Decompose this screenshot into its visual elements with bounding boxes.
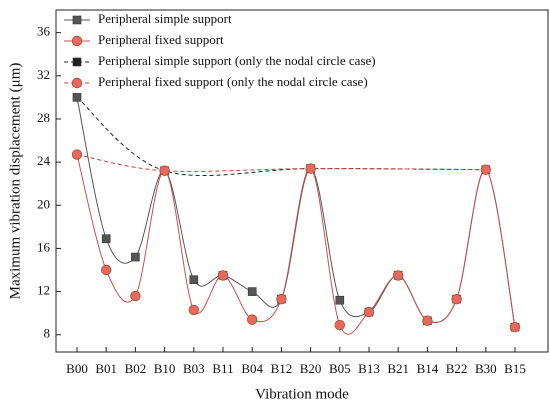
legend-label: Peripheral simple support (only the noda…	[98, 53, 376, 68]
marker	[72, 15, 82, 25]
marker	[71, 77, 83, 89]
y-tick-label: 16	[37, 239, 51, 254]
marker	[159, 165, 170, 176]
x-tick-label: B03	[183, 361, 205, 376]
marker	[71, 149, 83, 160]
marker	[334, 319, 346, 331]
legend-label: Peripheral simple support	[98, 11, 232, 26]
marker	[305, 163, 316, 174]
x-tick-label: B02	[125, 361, 147, 376]
y-tick-label: 12	[37, 283, 50, 298]
marker	[131, 252, 140, 262]
marker	[130, 290, 141, 302]
marker	[188, 304, 200, 316]
marker	[509, 321, 521, 333]
y-tick-label: 32	[37, 67, 50, 82]
marker	[246, 314, 258, 325]
marker	[480, 164, 492, 175]
plot-frame	[55, 9, 549, 353]
legend-label: Peripheral fixed support	[98, 32, 224, 47]
marker	[217, 270, 229, 281]
x-tick-label: B12	[271, 361, 293, 376]
x-tick-label: B30	[475, 361, 497, 376]
x-tick-label: B21	[387, 361, 409, 376]
x-tick-label: B15	[504, 361, 526, 376]
marker	[101, 234, 111, 244]
x-tick-label: B20	[300, 361, 322, 376]
marker	[276, 293, 287, 305]
y-tick-label: 8	[44, 326, 51, 341]
y-tick-label: 20	[37, 196, 50, 211]
x-tick-label: B01	[95, 361, 117, 376]
marker	[335, 295, 345, 305]
marker	[100, 264, 112, 276]
series-line	[76, 97, 486, 177]
series-line	[76, 154, 486, 172]
x-axis-title: Vibration mode	[255, 386, 349, 402]
marker	[72, 93, 82, 102]
y-tick-label: 36	[37, 24, 51, 39]
marker	[247, 287, 257, 296]
marker	[422, 315, 433, 326]
y-axis-title: Maximum vibration displacement (μm)	[7, 63, 23, 300]
x-tick-label: B00	[66, 361, 88, 376]
x-tick-label: B14	[417, 361, 439, 376]
x-tick-label: B13	[358, 361, 380, 376]
marker	[72, 57, 82, 67]
x-tick-label: B10	[154, 361, 176, 376]
x-tick-label: B05	[329, 361, 351, 376]
legend-label: Peripheral fixed support (only the nodal…	[98, 74, 368, 89]
marker	[71, 35, 83, 47]
y-tick-label: 28	[37, 110, 50, 125]
x-tick-label: B11	[212, 361, 233, 376]
x-tick-label: B04	[241, 361, 263, 376]
x-tick-label: B22	[446, 361, 468, 376]
marker	[189, 275, 199, 285]
y-tick-label: 24	[37, 153, 51, 168]
marker	[393, 270, 404, 281]
marker	[363, 306, 375, 318]
marker	[451, 293, 462, 305]
series-line	[76, 97, 516, 328]
series-line	[76, 154, 516, 335]
